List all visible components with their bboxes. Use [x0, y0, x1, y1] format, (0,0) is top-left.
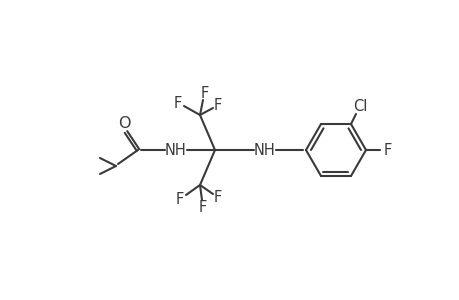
Text: F: F — [213, 98, 222, 112]
Text: NH: NH — [165, 142, 186, 158]
Text: F: F — [175, 191, 184, 206]
Text: F: F — [213, 190, 222, 205]
Text: F: F — [174, 95, 182, 110]
Text: Cl: Cl — [352, 98, 366, 113]
Text: F: F — [201, 85, 209, 100]
Text: F: F — [198, 200, 207, 214]
Text: O: O — [118, 116, 130, 130]
Text: NH: NH — [253, 142, 275, 158]
Text: F: F — [383, 142, 391, 158]
